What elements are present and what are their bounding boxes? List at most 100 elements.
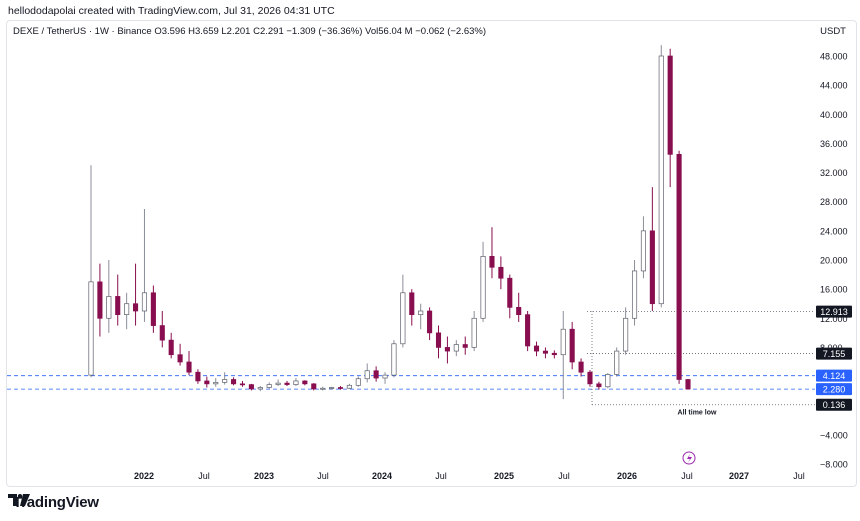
candle-body (667, 55, 673, 155)
x-tick-label: 2026 (617, 471, 637, 481)
candle-body (489, 256, 495, 268)
candle-body (400, 292, 406, 345)
candle-body (239, 383, 246, 386)
x-tick-label: Jul (435, 471, 447, 481)
x-tick-label: 2023 (254, 471, 274, 481)
candle-body (569, 328, 575, 363)
candle-body (640, 230, 646, 272)
x-tick-label: Jul (317, 471, 329, 481)
currency-label: USDT (820, 26, 846, 37)
candle-body (507, 277, 513, 308)
candle-body (605, 374, 611, 388)
candle-body (346, 384, 352, 389)
lightning-icon (687, 454, 692, 463)
price-label: 12.913 (820, 307, 848, 317)
y-tick-label: 20.000 (820, 256, 848, 266)
candle-body (409, 292, 415, 315)
price-label: 4.124 (823, 371, 846, 381)
candle-body (284, 382, 290, 385)
candle-body (275, 382, 281, 385)
candle-body (329, 387, 335, 389)
price-label: 2.280 (823, 385, 846, 395)
candle-body (320, 387, 326, 390)
candle-body (204, 380, 210, 385)
candle-body (480, 256, 486, 319)
price-label: 0.136 (823, 400, 846, 410)
brand-name: TradingView (13, 494, 99, 511)
candle-body (373, 370, 379, 379)
candle-body (213, 382, 219, 385)
y-tick-label: 28.000 (820, 197, 848, 207)
candle-body (311, 383, 317, 390)
price-label: 7.155 (823, 349, 846, 359)
y-tick-label: 32.000 (820, 168, 848, 178)
candle-body (231, 379, 237, 385)
candle-body (525, 314, 531, 347)
candle-body (462, 344, 468, 348)
x-tick-label: Jul (198, 471, 210, 481)
candle-body (587, 371, 593, 385)
candle-body (222, 379, 228, 383)
x-tick-label: Jul (558, 471, 570, 481)
chart-card: DEXE / TetherUS · 1W · Binance O3.596 H3… (6, 20, 857, 487)
y-tick-label: 16.000 (820, 285, 848, 295)
candle-body (88, 281, 94, 376)
x-tick-label: 2027 (729, 471, 749, 481)
candle-body (658, 55, 664, 305)
x-tick-label: Jul (681, 471, 693, 481)
candle-body (337, 387, 344, 389)
y-tick-label: 48.000 (820, 52, 848, 62)
price-label-bg (816, 398, 852, 411)
candle-body (106, 296, 112, 319)
price-label-bg (816, 305, 852, 318)
price-chart[interactable]: 48.000 44.000 40.000 36.000 32.000 28.000 24.0… (7, 21, 856, 486)
chart-caption: hellododapolai created with TradingView.… (8, 5, 335, 17)
candle-body (533, 345, 540, 352)
candle-body (542, 350, 548, 354)
y-tick-label: 44.000 (820, 81, 848, 91)
candle-body (168, 339, 174, 356)
candle-body (427, 310, 433, 334)
x-tick-label: 2025 (494, 471, 514, 481)
candle-body (177, 354, 183, 363)
candle-body (124, 303, 130, 315)
candle-body (614, 350, 620, 375)
price-label-bg (816, 347, 852, 360)
candle-body (150, 292, 156, 326)
candle-body (516, 307, 522, 315)
candle-body (471, 317, 477, 348)
candle-body (133, 303, 139, 312)
candle-body (418, 310, 424, 315)
candle-body (248, 384, 254, 390)
candle-body (596, 383, 602, 388)
price-label-bg (816, 369, 852, 382)
candle-body (257, 387, 263, 390)
symbol-info: DEXE / TetherUS · 1W · Binance O3.596 H3… (13, 26, 487, 37)
candle-body (382, 374, 388, 379)
candle-body (159, 325, 165, 341)
candle-body (435, 332, 442, 348)
y-tick-label: 36.000 (820, 139, 848, 149)
candle-body (141, 292, 148, 312)
y-tick-label: 24.000 (820, 226, 848, 236)
candle-body (302, 380, 308, 385)
all-time-low-annotation: All time low (678, 410, 717, 417)
candle-body (97, 281, 103, 319)
x-tick-label: 2024 (372, 471, 392, 481)
candle-body (391, 343, 397, 376)
y-tick-label: 40.000 (820, 110, 848, 120)
candle-body (266, 384, 272, 388)
y-tick-label: −8.000 (820, 460, 848, 470)
candle-body (578, 361, 584, 373)
candle-body (355, 378, 361, 386)
candle-body (631, 270, 638, 319)
candle-body (364, 370, 370, 380)
candle-body (649, 230, 655, 305)
candle-body (453, 344, 459, 352)
candle-body (551, 352, 557, 356)
candle-body (186, 361, 192, 373)
candle-body (560, 328, 566, 356)
tradingview-logo: TradingView (8, 494, 99, 511)
candle-body (293, 380, 299, 385)
candle-body (676, 154, 682, 380)
